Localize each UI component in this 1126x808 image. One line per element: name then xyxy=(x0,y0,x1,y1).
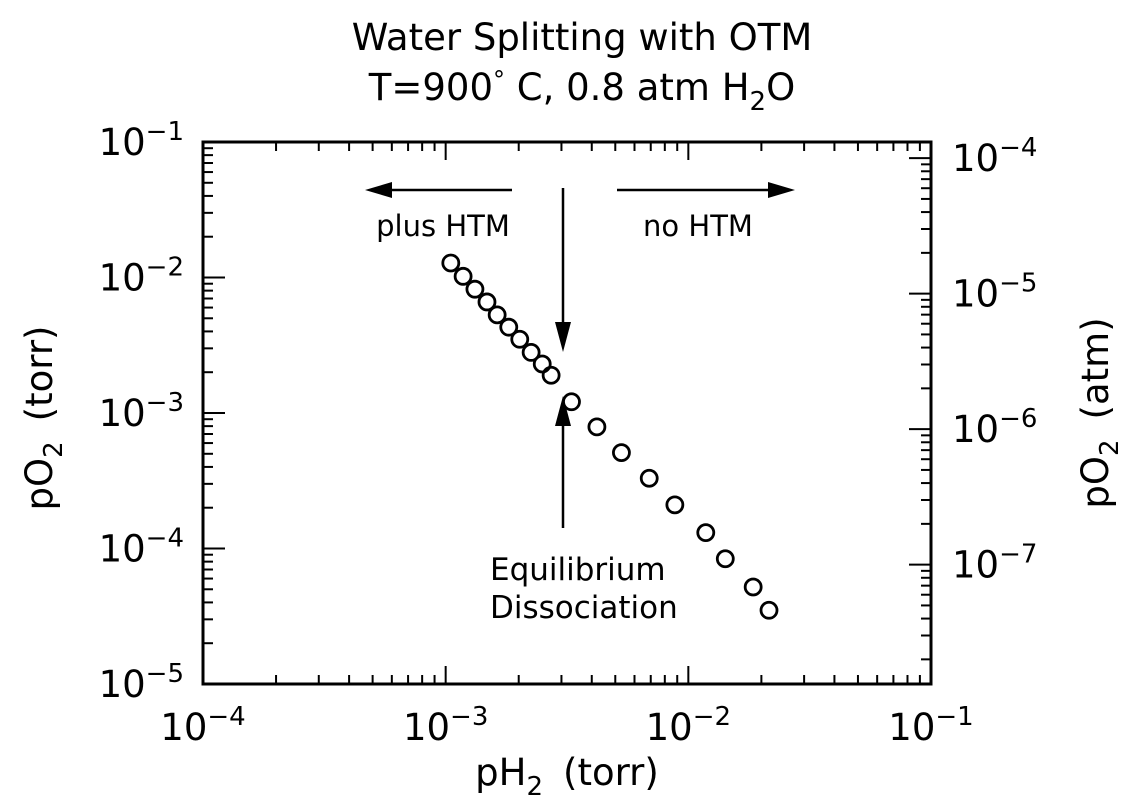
data-point xyxy=(487,305,507,325)
data-point xyxy=(521,343,541,362)
x-tick-label: 10−2 xyxy=(646,702,731,749)
axis-tick-labels: 10−4 10−3 10−2 10−110−510−410−310−210−110−7… xyxy=(99,117,1038,749)
y-axis-left-label: pO2(torr) xyxy=(18,326,69,511)
y-left-tick-label: 10−5 xyxy=(99,659,184,706)
y-right-tick-label: 10−7 xyxy=(952,540,1037,587)
data-point xyxy=(499,317,519,337)
data-point xyxy=(587,417,607,437)
chart-subtitle: T=900° C, 0.8 atm H2O xyxy=(368,66,795,117)
equilibrium-label-line2: Dissociation xyxy=(490,590,678,626)
data-point xyxy=(743,577,763,597)
chart-title: Water Splitting with OTM xyxy=(352,16,813,59)
up-arrowhead xyxy=(555,396,571,426)
y-right-tick-label: 10−6 xyxy=(952,404,1037,451)
no-htm-label: no HTM xyxy=(643,209,753,243)
x-tick-label: 10−1 xyxy=(888,702,973,749)
x-tick-label: 10−4 xyxy=(160,702,245,749)
data-point xyxy=(759,600,779,620)
data-point xyxy=(665,495,685,515)
data-point xyxy=(715,549,735,569)
data-point xyxy=(532,354,552,374)
data-point xyxy=(696,523,716,543)
data-point xyxy=(541,365,561,385)
data-point xyxy=(441,253,461,273)
plus-htm-arrowhead xyxy=(365,182,392,198)
equilibrium-label-line1: Equilibrium xyxy=(490,552,666,588)
data-point xyxy=(510,329,530,349)
y-right-tick-label: 10−4 xyxy=(952,133,1037,180)
no-htm-arrowhead xyxy=(768,182,795,198)
y-left-tick-label: 10−2 xyxy=(99,253,184,300)
data-point xyxy=(465,279,485,299)
y-axis-right-label: pO2(atm) xyxy=(1074,317,1125,508)
data-point xyxy=(477,292,497,312)
plus-htm-label: plus HTM xyxy=(376,209,510,243)
axis-ticks xyxy=(202,142,931,685)
y-left-tick-label: 10−4 xyxy=(99,524,184,571)
x-axis-label: pH2 (torr) xyxy=(475,751,659,802)
annotation-arrows xyxy=(365,182,795,528)
x-tick-label: 10−3 xyxy=(403,702,488,749)
y-right-tick-label: 10−5 xyxy=(952,269,1037,316)
y-left-tick-label: 10−1 xyxy=(99,117,184,164)
data-point xyxy=(612,443,631,463)
data-point xyxy=(639,468,659,488)
down-arrowhead xyxy=(555,322,571,352)
y-left-tick-label: 10−3 xyxy=(99,388,184,435)
data-point xyxy=(453,266,473,286)
